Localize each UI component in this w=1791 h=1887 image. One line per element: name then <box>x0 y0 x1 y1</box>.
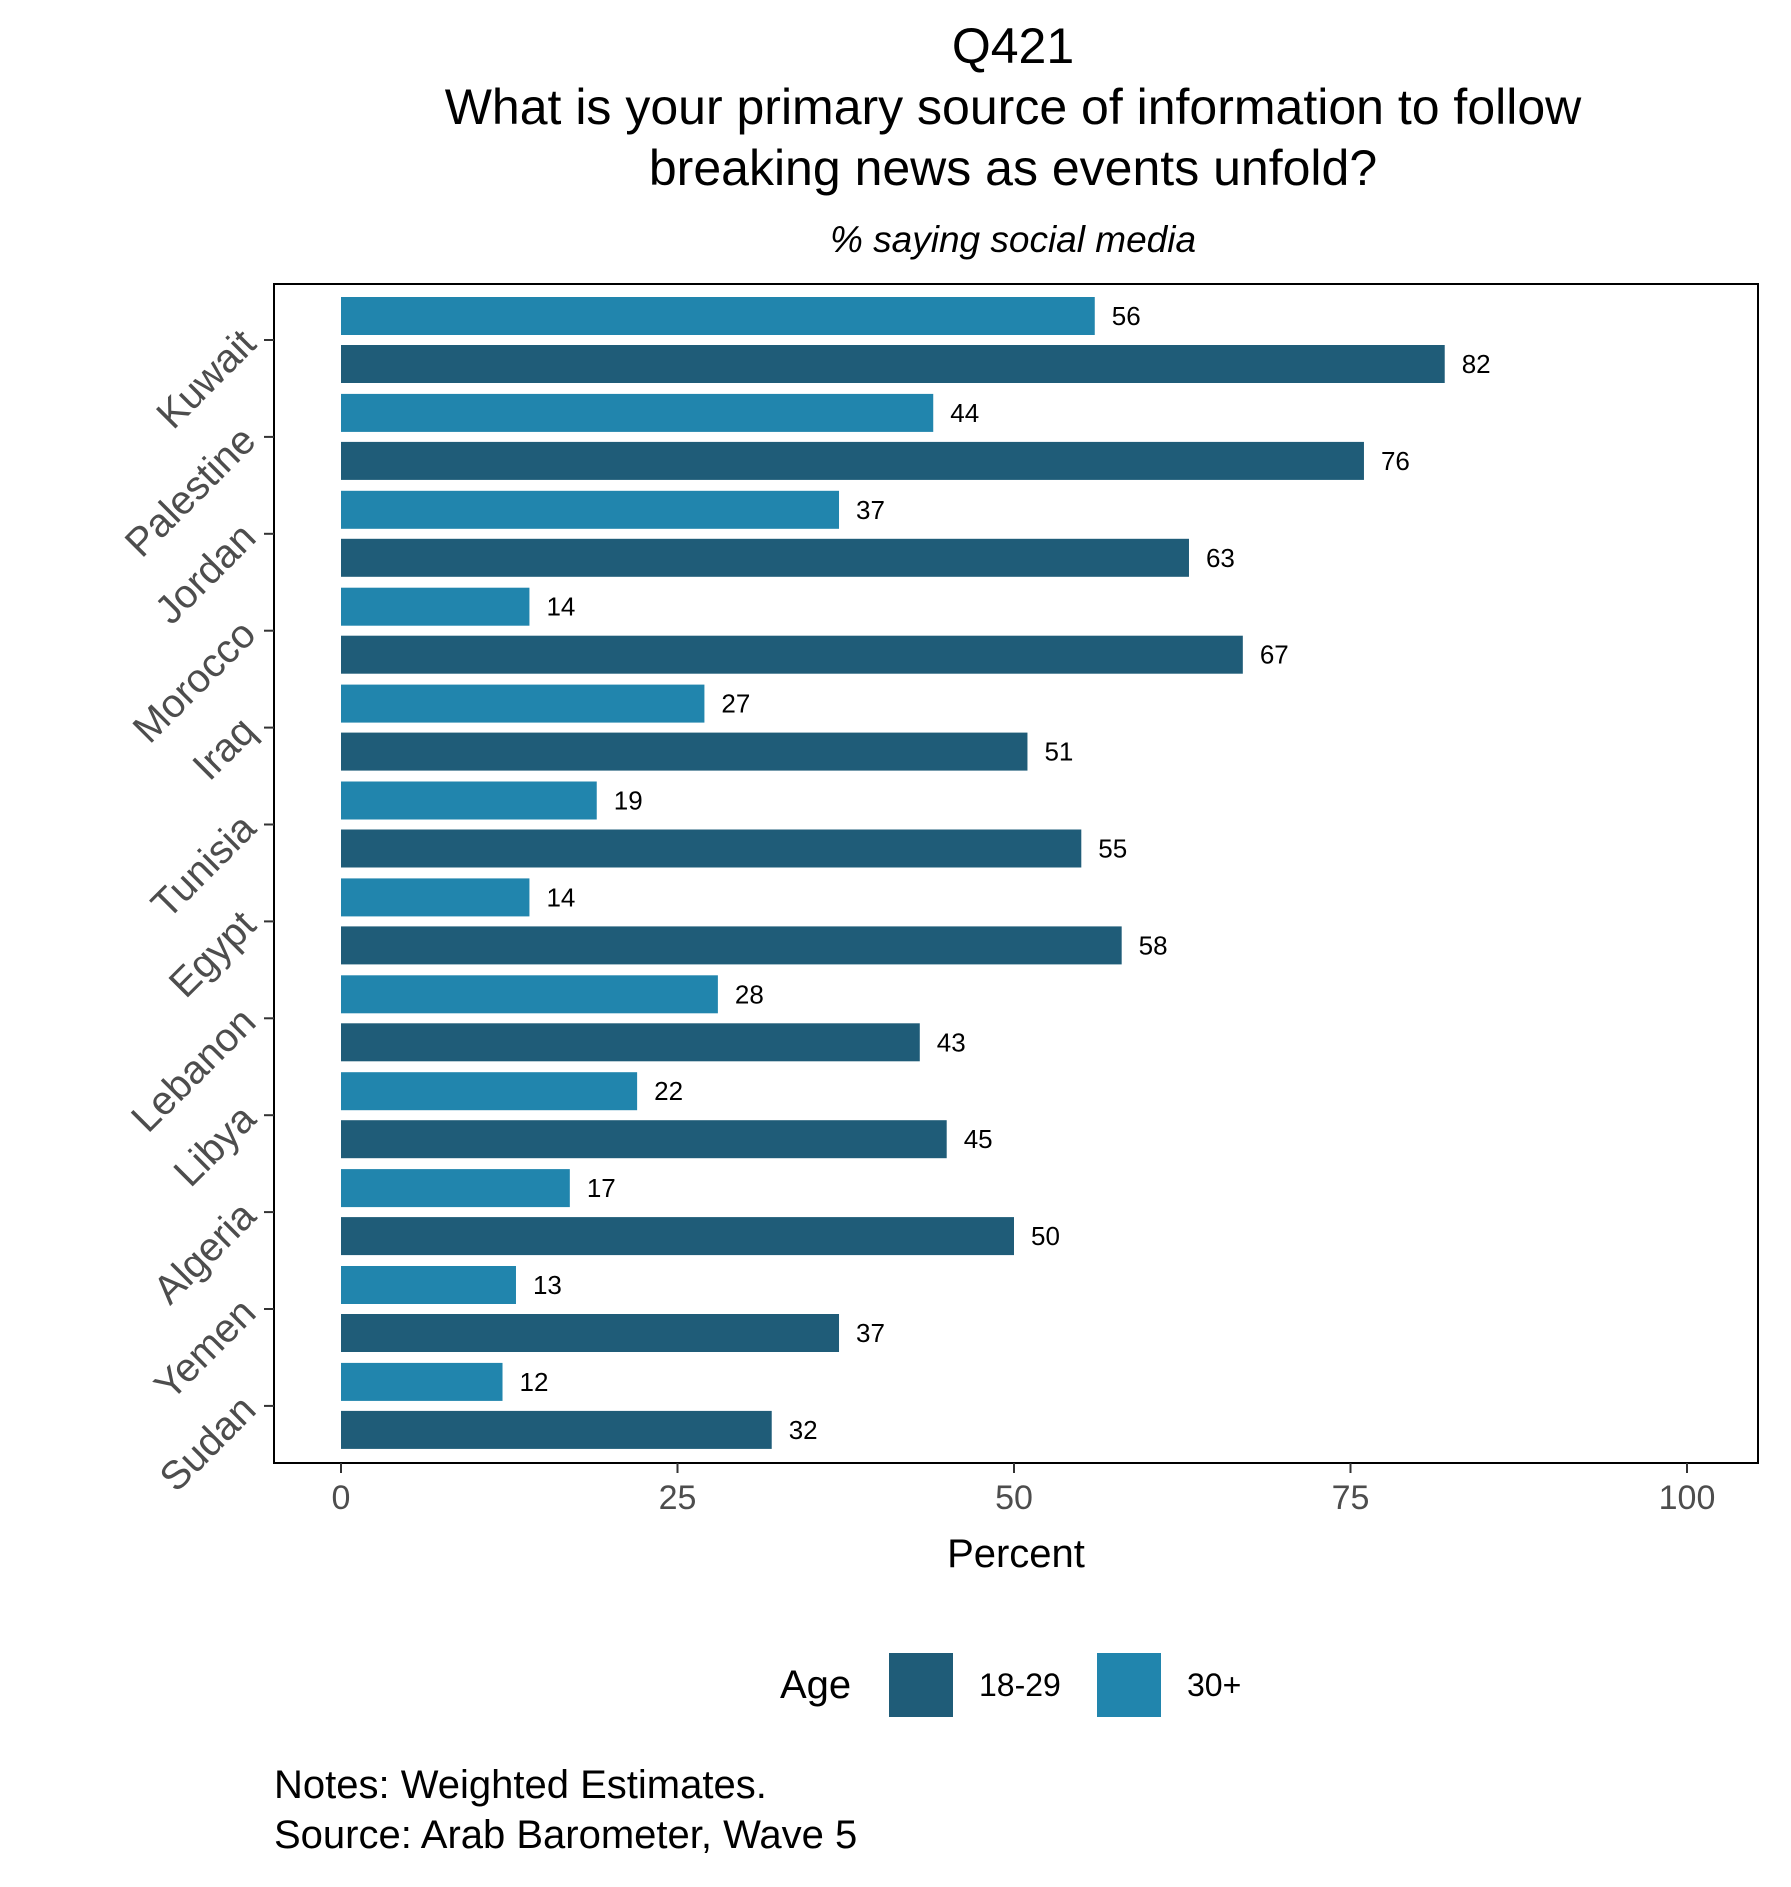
data-label-tunisia-30: 19 <box>614 786 643 816</box>
chart-title: Q421 What is your primary source of info… <box>445 18 1582 196</box>
bar-iraq-30 <box>341 684 705 723</box>
bar-egypt-18-29 <box>341 926 1122 965</box>
bar-algeria-18-29 <box>341 1217 1014 1256</box>
data-label-libya-30: 22 <box>654 1076 683 1106</box>
legend-title: Age <box>780 1663 851 1707</box>
title-line-1: Q421 <box>952 18 1074 74</box>
title-line-2: What is your primary source of informati… <box>445 79 1582 135</box>
y-tick-label-kuwait: Kuwait <box>148 321 264 437</box>
data-label-libya-18-29: 45 <box>964 1124 993 1154</box>
bar-algeria-30 <box>341 1169 570 1208</box>
data-label-sudan-18-29: 32 <box>789 1415 818 1445</box>
bars-layer <box>341 297 1445 1449</box>
data-label-lebanon-30: 28 <box>735 979 764 1009</box>
x-axis-title: Percent <box>947 1532 1085 1576</box>
x-tick-label-75: 75 <box>1332 1479 1370 1517</box>
x-tick-label-25: 25 <box>659 1479 697 1517</box>
x-axis: 0 25 50 75 100 <box>332 1463 1716 1517</box>
data-labels-layer: 56 82 44 76 37 63 14 67 27 51 19 55 14 58 28 43 22 45 17 50… <box>520 301 1491 1445</box>
data-label-sudan-30: 12 <box>520 1367 549 1397</box>
bar-sudan-30 <box>341 1362 503 1401</box>
data-label-tunisia-18-29: 55 <box>1098 834 1127 864</box>
bar-tunisia-18-29 <box>341 829 1082 868</box>
bar-palestine-18-29 <box>341 441 1364 480</box>
data-label-egypt-30: 14 <box>546 882 575 912</box>
bar-yemen-30 <box>341 1266 516 1304</box>
x-tick-label-0: 0 <box>332 1479 351 1517</box>
y-tick-label-yemen: Yemen <box>146 1290 264 1408</box>
data-label-morocco-18-29: 67 <box>1260 640 1289 670</box>
bar-jordan-18-29 <box>341 538 1189 577</box>
bar-lebanon-18-29 <box>341 1023 920 1062</box>
data-label-algeria-30: 17 <box>587 1173 616 1203</box>
data-label-lebanon-18-29: 43 <box>937 1027 966 1057</box>
legend-label-30-plus: 30+ <box>1187 1667 1241 1703</box>
data-label-palestine-30: 44 <box>950 398 979 428</box>
bar-sudan-18-29 <box>341 1410 772 1449</box>
data-label-kuwait-30: 56 <box>1112 301 1141 331</box>
y-axis: KuwaitPalestineJordanMoroccoIraqTunisiaE… <box>117 321 274 1500</box>
legend: Age 18-29 30+ <box>780 1653 1241 1717</box>
data-label-kuwait-18-29: 82 <box>1462 349 1491 379</box>
bar-libya-30 <box>341 1072 638 1111</box>
data-label-iraq-30: 27 <box>721 689 750 719</box>
data-label-egypt-18-29: 58 <box>1139 930 1168 960</box>
legend-label-18-29: 18-29 <box>979 1667 1061 1703</box>
data-label-yemen-18-29: 37 <box>856 1318 885 1348</box>
x-tick-label-100: 100 <box>1659 1479 1716 1517</box>
bar-jordan-30 <box>341 490 840 529</box>
data-label-algeria-18-29: 50 <box>1031 1221 1060 1251</box>
x-tick-label-50: 50 <box>995 1479 1033 1517</box>
bar-kuwait-18-29 <box>341 345 1445 383</box>
bar-morocco-18-29 <box>341 635 1243 674</box>
bar-lebanon-30 <box>341 975 718 1014</box>
bar-tunisia-30 <box>341 781 597 820</box>
data-label-yemen-30: 13 <box>533 1270 562 1300</box>
data-label-morocco-30: 14 <box>546 592 575 622</box>
bar-palestine-30 <box>341 393 934 432</box>
y-tick-label-iraq: Iraq <box>185 709 265 789</box>
bar-morocco-30 <box>341 587 530 626</box>
data-label-jordan-30: 37 <box>856 495 885 525</box>
plot-panel <box>273 283 1759 1464</box>
chart-subtitle: % saying social media <box>830 219 1196 260</box>
bar-yemen-18-29 <box>341 1314 840 1352</box>
footnotes: Notes: Weighted Estimates. Source: Arab … <box>274 1763 857 1857</box>
y-tick-label-sudan: Sudan <box>151 1387 264 1500</box>
legend-key-30-plus <box>1097 1653 1161 1717</box>
data-label-iraq-18-29: 51 <box>1044 737 1073 767</box>
bar-kuwait-30 <box>341 297 1095 335</box>
bar-egypt-30 <box>341 878 530 917</box>
legend-key-18-29 <box>889 1653 953 1717</box>
data-label-jordan-18-29: 63 <box>1206 543 1235 573</box>
note-weighted-estimates: Notes: Weighted Estimates. <box>274 1763 767 1807</box>
note-source: Source: Arab Barometer, Wave 5 <box>274 1813 857 1857</box>
y-tick-label-tunisia: Tunisia <box>143 805 265 927</box>
bar-iraq-18-29 <box>341 732 1028 771</box>
y-tick-label-algeria: Algeria <box>145 1193 265 1313</box>
bar-libya-18-29 <box>341 1120 947 1159</box>
data-label-palestine-18-29: 76 <box>1381 446 1410 476</box>
title-line-3: breaking news as events unfold? <box>649 140 1377 196</box>
